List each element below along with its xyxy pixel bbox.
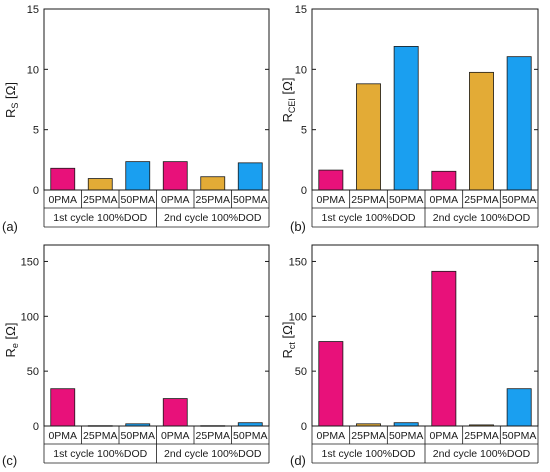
bar	[237, 162, 263, 191]
category-label: 50PMA	[502, 194, 536, 206]
group-label: 2nd cycle 100%DOD	[164, 212, 262, 224]
category-label: 25PMA	[464, 194, 498, 206]
panel-label: (b)	[290, 219, 306, 234]
group-label: 1st cycle 100%DOD	[53, 212, 147, 224]
category-label: 25PMA	[351, 194, 385, 206]
panel-label: (c)	[2, 453, 17, 468]
y-tick-label: 15	[295, 4, 307, 16]
panel-label: (a)	[2, 219, 18, 234]
bar	[50, 388, 76, 427]
group-label: 1st cycle 100%DOD	[322, 212, 416, 224]
y-tick-label: 0	[33, 185, 39, 197]
category-label: 0PMA	[317, 430, 346, 442]
category-label: 50PMA	[389, 194, 423, 206]
y-tick-label: 50	[295, 366, 307, 378]
category-label: 25PMA	[83, 430, 117, 442]
group-label: 1st cycle 100%DOD	[53, 448, 147, 460]
category-label: 50PMA	[121, 430, 155, 442]
category-label: 50PMA	[233, 430, 267, 442]
plot-frame	[43, 8, 270, 191]
y-tick-label: 150	[289, 256, 307, 268]
y-tick-label: 50	[27, 366, 39, 378]
plot-frame	[43, 244, 270, 427]
bar	[506, 56, 532, 191]
category-label: 0PMA	[48, 194, 77, 206]
bar	[162, 161, 188, 191]
bar	[125, 161, 151, 191]
y-tick-label: 0	[301, 421, 307, 433]
panel-label: (d)	[290, 453, 306, 468]
plot-frame	[311, 244, 539, 427]
category-label: 0PMA	[317, 194, 346, 206]
category-label: 0PMA	[161, 194, 190, 206]
y-tick-label: 15	[27, 4, 39, 16]
category-label: 50PMA	[233, 194, 267, 206]
bar	[431, 170, 457, 191]
category-label: 0PMA	[48, 430, 77, 442]
y-tick-label: 100	[289, 311, 307, 323]
bar	[431, 270, 457, 427]
chart-panel-4: 0 50 100 150 0PMA 25PMA 50PMA 1st cycle 100%DOD…	[280, 244, 539, 468]
y-axis-label: Rct [Ω]	[280, 322, 297, 359]
y-tick-label: 5	[33, 125, 39, 137]
category-label: 0PMA	[430, 194, 459, 206]
bar	[469, 71, 494, 191]
y-axis-label: RCEI [Ω]	[280, 78, 297, 123]
bar	[356, 83, 381, 191]
category-label: 0PMA	[161, 430, 190, 442]
y-tick-label: 10	[27, 64, 39, 76]
category-label: 25PMA	[196, 194, 230, 206]
y-tick-label: 0	[33, 421, 39, 433]
group-label: 1st cycle 100%DOD	[322, 448, 416, 460]
category-label: 25PMA	[464, 430, 498, 442]
category-label: 25PMA	[196, 430, 230, 442]
category-label: 50PMA	[121, 194, 155, 206]
group-label: 2nd cycle 100%DOD	[433, 448, 531, 460]
bar	[318, 341, 344, 427]
y-tick-label: 5	[301, 125, 307, 137]
category-label: 0PMA	[430, 430, 459, 442]
bar	[506, 388, 532, 427]
category-label: 50PMA	[502, 430, 536, 442]
plot-frame	[311, 8, 539, 191]
bar	[50, 167, 76, 191]
group-label: 2nd cycle 100%DOD	[164, 448, 262, 460]
category-label: 25PMA	[351, 430, 385, 442]
bar	[162, 398, 188, 427]
bar	[318, 169, 344, 191]
chart-panel-2: 0 5 10 15 0PMA 25PMA 50PMA 1st cycle 100%DOD 0PM…	[280, 4, 539, 234]
group-label: 2nd cycle 100%DOD	[433, 212, 531, 224]
y-tick-label: 0	[301, 185, 307, 197]
bar	[87, 178, 113, 191]
category-label: 25PMA	[83, 194, 117, 206]
bar	[393, 46, 419, 191]
y-axis-label: RS [Ω]	[3, 82, 20, 118]
category-label: 50PMA	[389, 430, 423, 442]
bar	[200, 176, 226, 191]
y-axis-label: Re [Ω]	[3, 323, 20, 358]
y-tick-label: 150	[21, 256, 39, 268]
y-tick-label: 10	[295, 64, 307, 76]
y-tick-label: 100	[21, 311, 39, 323]
